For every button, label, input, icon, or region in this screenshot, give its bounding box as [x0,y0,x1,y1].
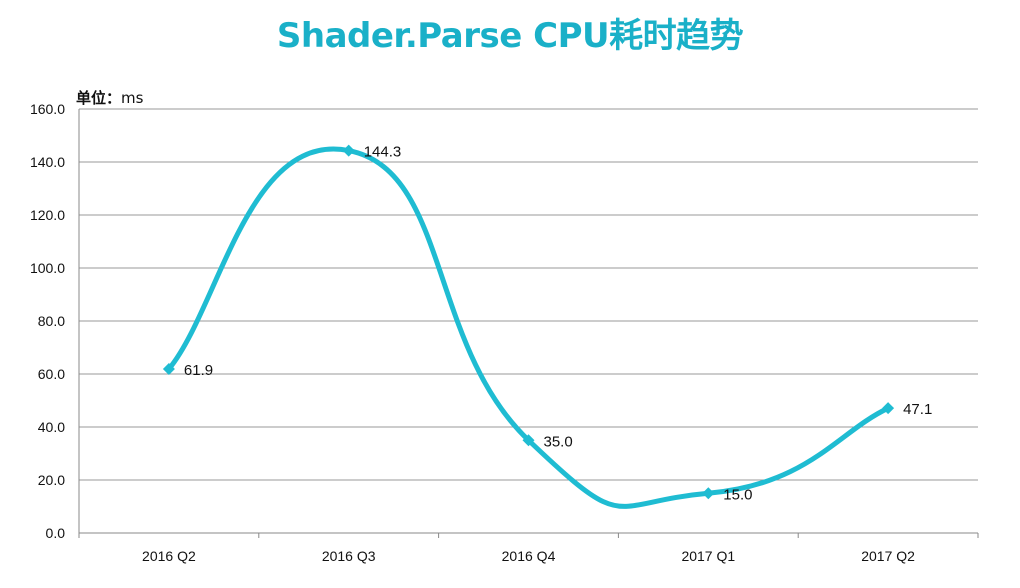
y-tick-label: 0.0 [46,525,66,541]
unit-label: 单位：ms [76,87,143,108]
data-point-marker [162,362,175,375]
x-tick-label: 2016 Q3 [322,548,376,564]
y-tick-label: 40.0 [38,419,65,435]
x-tick-labels: 2016 Q2 2016 Q3 2016 Q4 2017 Q1 2017 Q2 [142,548,915,564]
data-point-marker [522,434,535,447]
x-tick-label: 2017 Q2 [861,548,915,564]
series-line [166,146,891,509]
y-tick-label: 80.0 [38,313,65,329]
data-label: 47.1 [903,401,932,418]
x-tick-label: 2016 Q4 [502,548,556,564]
series-path [166,146,891,509]
y-tick-label: 100.0 [30,260,65,276]
y-tick-label: 140.0 [30,154,65,170]
y-tick-label: 60.0 [38,366,65,382]
data-point-marker [702,487,715,500]
y-tick-labels: 0.0 20.0 40.0 60.0 80.0 100.0 120.0 140.0 160.0 [30,101,65,541]
series-markers [162,144,895,500]
data-label: 15.0 [723,486,752,503]
axes [78,109,979,538]
gridlines [79,108,978,481]
data-label: 144.3 [364,144,402,161]
y-tick-label: 20.0 [38,472,65,488]
y-tick-label: 160.0 [30,101,65,117]
data-labels: 61.9 144.3 35.0 15.0 47.1 [184,144,932,504]
unit-value: ms [121,89,144,107]
data-point-marker [882,402,895,415]
y-tick-label: 120.0 [30,207,65,223]
unit-key: 单位： [76,89,122,107]
chart-title: Shader.Parse CPU耗时趋势 [276,16,744,56]
data-point-marker [342,144,355,157]
x-tick-label: 2016 Q2 [142,548,196,564]
data-label: 61.9 [184,362,213,379]
x-tick-label: 2017 Q1 [681,548,735,564]
data-label: 35.0 [544,433,573,450]
